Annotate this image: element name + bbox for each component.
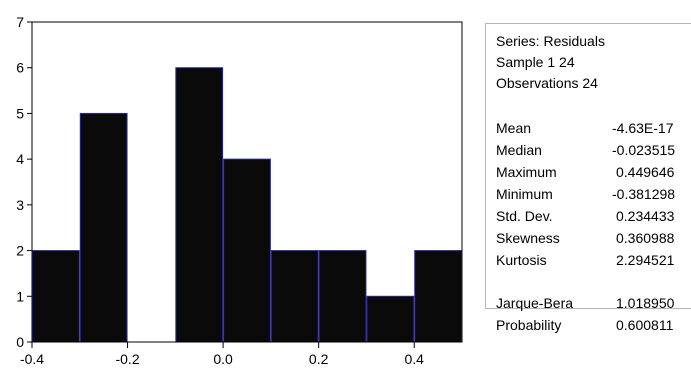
histogram-bar xyxy=(32,250,80,343)
histogram-bar xyxy=(270,250,319,343)
histogram-bar xyxy=(366,295,415,343)
statistics-panel: Series: Residuals Sample 1 24 Observatio… xyxy=(485,23,691,333)
x-tick-label: 0.4 xyxy=(404,351,424,367)
stat-jarque-bera-value: 1.018950 xyxy=(616,295,675,311)
stat-jarque-bera-label: Jarque-Bera xyxy=(496,295,574,311)
y-tick-label: 2 xyxy=(16,243,24,259)
stat-stddev-value: 0.234433 xyxy=(616,208,675,224)
stat-mean-label: Mean xyxy=(496,120,532,136)
y-tick-label: 0 xyxy=(16,334,24,350)
x-tick-label: -0.4 xyxy=(20,351,44,367)
stat-maximum-value: 0.449646 xyxy=(616,164,675,180)
sample-label: Sample 1 24 xyxy=(496,54,575,70)
stat-median-value: -0.023515 xyxy=(612,142,676,158)
histogram-bar xyxy=(223,158,271,343)
y-tick-label: 7 xyxy=(16,14,24,30)
stat-mean-value: -4.63E-17 xyxy=(612,120,674,136)
stat-skewness-label: Skewness xyxy=(496,230,560,246)
x-tick-label: -0.2 xyxy=(115,351,139,367)
y-tick-label: 5 xyxy=(16,105,24,121)
stat-probability-label: Probability xyxy=(496,317,562,333)
stat-minimum-label: Minimum xyxy=(496,186,553,202)
observations-label: Observations 24 xyxy=(496,75,598,91)
histogram-bar xyxy=(79,112,128,343)
stat-minimum-value: -0.381298 xyxy=(612,186,676,202)
x-tick-label: 0.0 xyxy=(213,351,233,367)
histogram-bar xyxy=(175,67,224,343)
y-tick-label: 4 xyxy=(16,151,24,167)
histogram-bar xyxy=(414,250,463,343)
y-tick-label: 6 xyxy=(16,60,24,76)
histogram-bar xyxy=(318,250,367,343)
stat-kurtosis-value: 2.294521 xyxy=(616,252,675,268)
stat-probability-value: 0.600811 xyxy=(616,317,674,333)
x-tick-label: 0.2 xyxy=(309,351,329,367)
stat-median-label: Median xyxy=(496,142,542,158)
series-label: Series: Residuals xyxy=(496,33,605,49)
y-tick-label: 3 xyxy=(16,197,24,213)
plot-frame xyxy=(31,21,463,343)
stat-kurtosis-label: Kurtosis xyxy=(496,252,547,268)
stat-maximum-label: Maximum xyxy=(496,164,557,180)
stat-stddev-label: Std. Dev. xyxy=(496,208,553,224)
y-tick-label: 1 xyxy=(16,288,24,304)
stat-skewness-value: 0.360988 xyxy=(616,230,675,246)
